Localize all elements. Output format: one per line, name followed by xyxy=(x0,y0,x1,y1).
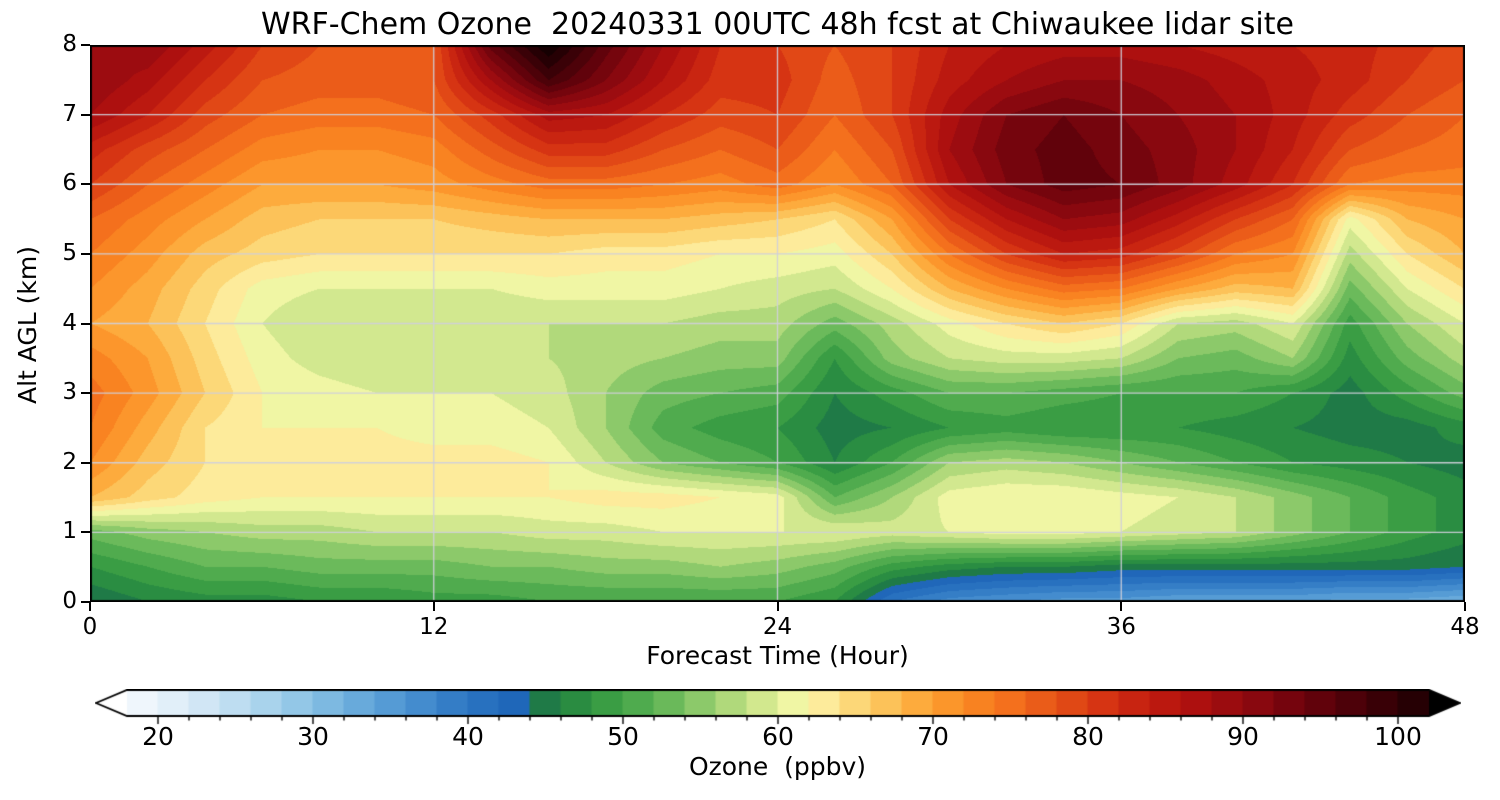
y-tick-label: 1 xyxy=(62,518,77,545)
x-tick-label: 24 xyxy=(762,614,793,640)
y-tick-mark xyxy=(81,601,90,603)
x-tick-label: 12 xyxy=(419,614,449,640)
chart-title: WRF-Chem Ozone 20240331 00UTC 48h fcst a… xyxy=(261,7,1294,42)
x-tick-label: 36 xyxy=(1106,614,1136,640)
colorbar-tick-label: 100 xyxy=(1374,722,1422,751)
y-tick-label: 8 xyxy=(62,31,77,57)
y-tick-label: 2 xyxy=(62,448,77,475)
y-tick-label: 0 xyxy=(62,588,77,614)
x-tick-mark xyxy=(1120,602,1123,611)
colorbar-tick-label: 90 xyxy=(1227,722,1259,751)
y-tick-mark xyxy=(81,392,90,395)
y-tick-mark xyxy=(81,113,90,116)
colorbar-tick-label: 70 xyxy=(917,722,949,751)
y-tick-mark xyxy=(81,44,90,46)
y-tick-label: 6 xyxy=(62,170,77,197)
y-tick-mark xyxy=(81,183,90,186)
y-tick-mark xyxy=(81,531,90,534)
x-tick-mark xyxy=(1464,602,1466,611)
colorbar-tick-label: 60 xyxy=(762,722,794,751)
x-tick-label: 48 xyxy=(1450,614,1480,640)
colorbar-tick-label: 80 xyxy=(1072,722,1104,751)
colorbar-tick-label: 30 xyxy=(297,722,329,751)
x-tick-label: 0 xyxy=(82,614,98,640)
y-tick-label: 3 xyxy=(62,379,77,406)
x-tick-mark xyxy=(432,602,435,611)
x-tick-mark xyxy=(89,602,91,611)
ozone-heatmap-canvas xyxy=(90,45,1465,602)
colorbar-label: Ozone (ppbv) xyxy=(688,752,867,781)
y-tick-label: 5 xyxy=(62,239,77,266)
y-tick-label: 7 xyxy=(62,100,77,127)
colorbar-tick-label: 40 xyxy=(452,722,484,751)
y-tick-mark xyxy=(81,252,90,255)
y-tick-label: 4 xyxy=(62,309,77,336)
x-axis-label: Forecast Time (Hour) xyxy=(646,641,909,670)
y-tick-mark xyxy=(81,322,90,325)
x-tick-mark xyxy=(776,602,779,611)
colorbar-canvas xyxy=(95,689,1461,731)
colorbar-tick-label: 50 xyxy=(607,722,639,751)
colorbar-tick-label: 20 xyxy=(142,722,174,751)
y-tick-mark xyxy=(81,461,90,464)
